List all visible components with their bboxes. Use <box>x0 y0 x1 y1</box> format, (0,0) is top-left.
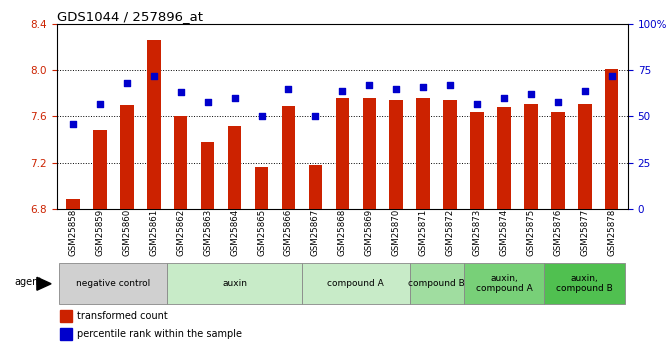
Point <box>67 121 78 127</box>
Text: GSM25874: GSM25874 <box>500 209 508 256</box>
Point <box>364 82 375 88</box>
Point <box>579 88 590 93</box>
Text: GSM25865: GSM25865 <box>257 209 266 256</box>
Text: GSM25861: GSM25861 <box>149 209 158 256</box>
Point <box>607 73 617 79</box>
Bar <box>409 263 464 304</box>
Text: GSM25872: GSM25872 <box>446 209 455 256</box>
Text: compound B: compound B <box>408 279 465 288</box>
Bar <box>59 263 167 304</box>
Bar <box>282 106 295 209</box>
Text: auxin: auxin <box>222 279 247 288</box>
Text: GSM25862: GSM25862 <box>176 209 185 256</box>
Point <box>418 84 428 90</box>
Bar <box>309 165 322 209</box>
Bar <box>66 199 79 209</box>
Text: GSM25878: GSM25878 <box>607 209 617 256</box>
Point <box>310 114 321 119</box>
Bar <box>551 112 564 209</box>
Text: GSM25870: GSM25870 <box>391 209 401 256</box>
Text: GSM25866: GSM25866 <box>284 209 293 256</box>
Text: GSM25858: GSM25858 <box>68 209 77 256</box>
Point <box>95 101 106 106</box>
Point <box>337 88 347 93</box>
Point <box>122 80 132 86</box>
Text: negative control: negative control <box>76 279 150 288</box>
Bar <box>174 117 188 209</box>
Bar <box>201 142 214 209</box>
Point <box>148 73 159 79</box>
Text: GSM25875: GSM25875 <box>526 209 536 256</box>
Point <box>445 82 456 88</box>
Bar <box>470 112 484 209</box>
Polygon shape <box>37 277 51 290</box>
Bar <box>578 104 592 209</box>
Bar <box>389 100 403 209</box>
Point <box>472 101 482 106</box>
Text: GSM25868: GSM25868 <box>338 209 347 256</box>
Point <box>257 114 267 119</box>
Text: GSM25869: GSM25869 <box>365 209 374 256</box>
Point <box>283 86 294 91</box>
Bar <box>167 263 302 304</box>
Bar <box>59 328 72 340</box>
Text: auxin,
compound B: auxin, compound B <box>556 274 613 294</box>
Point <box>391 86 401 91</box>
Text: GSM25876: GSM25876 <box>553 209 562 256</box>
Point <box>229 95 240 101</box>
Text: compound A: compound A <box>327 279 384 288</box>
Bar <box>363 98 376 209</box>
Text: GSM25877: GSM25877 <box>580 209 589 256</box>
Point <box>202 99 213 105</box>
Bar <box>335 98 349 209</box>
Bar <box>302 263 409 304</box>
Text: GSM25867: GSM25867 <box>311 209 320 256</box>
Bar <box>147 40 160 209</box>
Bar <box>544 263 625 304</box>
Bar <box>497 107 511 209</box>
Text: GSM25863: GSM25863 <box>203 209 212 256</box>
Text: agent: agent <box>14 277 43 287</box>
Point <box>176 90 186 95</box>
Text: GSM25860: GSM25860 <box>122 209 132 256</box>
Bar <box>464 263 544 304</box>
Point <box>498 95 509 101</box>
Text: GSM25864: GSM25864 <box>230 209 239 256</box>
Text: GSM25873: GSM25873 <box>472 209 482 256</box>
Bar <box>59 310 72 322</box>
Bar <box>444 100 457 209</box>
Bar <box>255 167 269 209</box>
Bar <box>524 104 538 209</box>
Point <box>552 99 563 105</box>
Text: GSM25859: GSM25859 <box>96 209 104 256</box>
Text: auxin,
compound A: auxin, compound A <box>476 274 532 294</box>
Bar <box>605 69 619 209</box>
Bar <box>416 98 430 209</box>
Text: percentile rank within the sample: percentile rank within the sample <box>77 329 242 339</box>
Text: GDS1044 / 257896_at: GDS1044 / 257896_at <box>57 10 203 23</box>
Bar <box>93 130 107 209</box>
Point <box>526 91 536 97</box>
Bar <box>120 105 134 209</box>
Bar <box>228 126 241 209</box>
Text: transformed count: transformed count <box>77 311 168 321</box>
Text: GSM25871: GSM25871 <box>419 209 428 256</box>
